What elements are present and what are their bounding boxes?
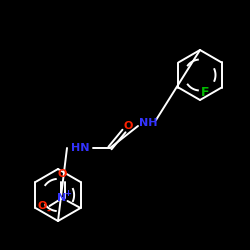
Text: O: O — [58, 169, 67, 179]
Text: NH: NH — [139, 118, 157, 128]
Text: HN: HN — [71, 143, 89, 153]
Text: O: O — [123, 121, 133, 131]
Text: N: N — [57, 193, 66, 203]
Text: +: + — [64, 190, 71, 198]
Text: F: F — [201, 86, 209, 98]
Text: -: - — [46, 206, 50, 216]
Text: O: O — [38, 201, 47, 211]
